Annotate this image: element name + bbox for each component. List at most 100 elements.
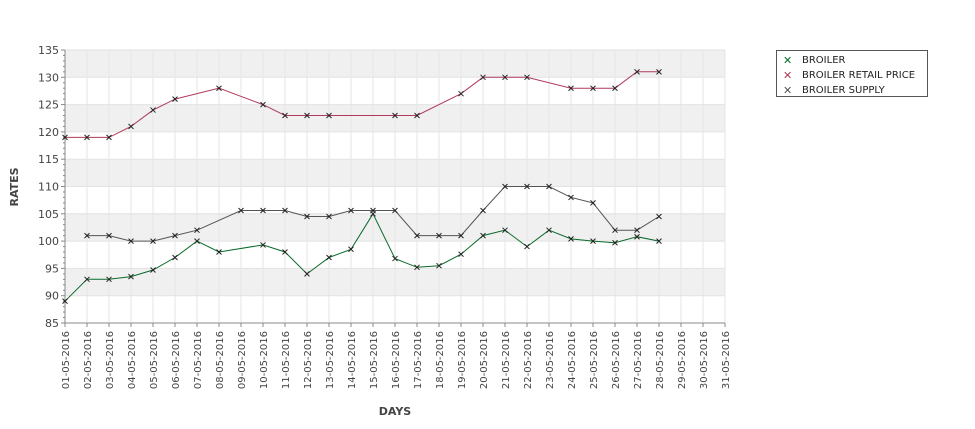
legend-label: BROILER SUPPLY [802, 85, 885, 96]
series-line [87, 186, 660, 242]
x-tick-label: 29-05-2016 [677, 331, 688, 389]
y-tick-labels: 85 90 95 100 105 110 115 120 125 130 135 [38, 44, 59, 330]
data-point [436, 262, 442, 269]
data-point [128, 123, 134, 130]
x-marker-icon: ✕ [783, 84, 793, 97]
x-tick-label: 08-05-2016 [215, 331, 226, 389]
data-point [634, 68, 640, 75]
data-point [216, 249, 222, 255]
legend-item-broiler: ✕ BROILER [777, 53, 927, 68]
data-point [392, 207, 398, 214]
series-layer [62, 68, 662, 305]
x-tick-label: 21-05-2016 [501, 331, 512, 389]
x-tick-label: 17-05-2016 [413, 331, 424, 389]
data-point [150, 238, 156, 244]
x-marker-icon: ✕ [783, 54, 793, 67]
data-point [194, 238, 200, 244]
data-point [612, 85, 618, 92]
data-point [326, 254, 332, 261]
data-point [656, 238, 662, 244]
data-point [524, 243, 530, 250]
legend-item-broiler-retail-price: ✕ BROILER RETAIL PRICE [777, 68, 927, 83]
data-point [128, 238, 134, 244]
data-point [260, 242, 266, 248]
data-point [84, 276, 90, 283]
data-point [568, 194, 574, 201]
data-point [458, 251, 464, 258]
x-tick-label: 16-05-2016 [391, 331, 402, 389]
y-tick-label: 105 [38, 208, 59, 221]
data-point [524, 183, 530, 190]
data-point [502, 183, 508, 190]
series-broiler-retail-price [62, 68, 662, 141]
data-point [524, 74, 530, 81]
data-point [480, 74, 486, 81]
data-point [282, 207, 288, 214]
y-tick-label: 90 [45, 290, 59, 303]
data-point [128, 273, 134, 280]
x-tick-label: 19-05-2016 [457, 331, 468, 389]
data-point [194, 227, 200, 234]
data-point [216, 85, 222, 92]
x-tick-label: 13-05-2016 [325, 331, 336, 389]
y-tick-label: 110 [38, 181, 59, 194]
legend: ✕ BROILER ✕ BROILER RETAIL PRICE ✕ BROIL… [776, 50, 928, 97]
x-tick-label: 18-05-2016 [435, 331, 446, 389]
y-tick-label: 115 [38, 153, 59, 166]
series-broiler [62, 210, 662, 305]
data-point [612, 239, 618, 246]
y-tick-label: 100 [38, 235, 59, 248]
data-point [656, 68, 662, 75]
x-tick-label: 14-05-2016 [347, 331, 358, 389]
data-point [656, 213, 662, 220]
x-tick-label: 26-05-2016 [611, 331, 622, 389]
data-point [414, 232, 420, 239]
x-tick-label: 06-05-2016 [171, 331, 182, 389]
data-point [106, 232, 112, 239]
x-tick-label: 27-05-2016 [633, 331, 644, 389]
x-marker-icon: ✕ [783, 69, 793, 82]
data-point [150, 107, 156, 113]
x-tick-label: 12-05-2016 [303, 331, 314, 389]
y-tick-label: 95 [45, 262, 59, 275]
data-point [84, 232, 90, 239]
data-point [634, 227, 640, 234]
y-tick-label: 85 [45, 317, 59, 330]
x-tick-label: 24-05-2016 [567, 331, 578, 389]
axes [61, 49, 726, 327]
data-point [348, 207, 354, 214]
data-point [502, 74, 508, 81]
data-point [414, 112, 420, 119]
data-point [106, 276, 112, 283]
data-point [348, 246, 354, 253]
legend-label: BROILER [802, 55, 846, 66]
x-tick-label: 11-05-2016 [281, 331, 292, 389]
data-point [172, 254, 178, 261]
data-point [282, 249, 288, 255]
x-tick-label: 20-05-2016 [479, 331, 490, 389]
data-point [590, 200, 596, 206]
legend-label: BROILER RETAIL PRICE [802, 70, 916, 81]
series-broiler-supply [84, 183, 662, 244]
data-point [568, 85, 574, 92]
data-point [568, 236, 574, 242]
data-point [480, 232, 486, 239]
data-point [260, 207, 266, 214]
data-point [392, 112, 398, 119]
data-point [458, 232, 464, 239]
data-point [304, 271, 310, 277]
data-point [590, 85, 596, 92]
y-tick-label: 125 [38, 99, 59, 112]
x-tick-label: 05-05-2016 [149, 331, 160, 389]
x-tick-labels: 01-05-2016 02-05-2016 03-05-2016 04-05-2016… [61, 331, 732, 389]
data-point [546, 227, 552, 234]
x-tick-label: 23-05-2016 [545, 331, 556, 389]
x-tick-label: 25-05-2016 [589, 331, 600, 389]
legend-item-broiler-supply: ✕ BROILER SUPPLY [777, 83, 927, 98]
data-point [62, 298, 68, 305]
data-point [62, 134, 68, 141]
y-tick-label: 120 [38, 126, 59, 139]
series-line [65, 71, 659, 138]
x-tick-label: 28-05-2016 [655, 331, 666, 389]
